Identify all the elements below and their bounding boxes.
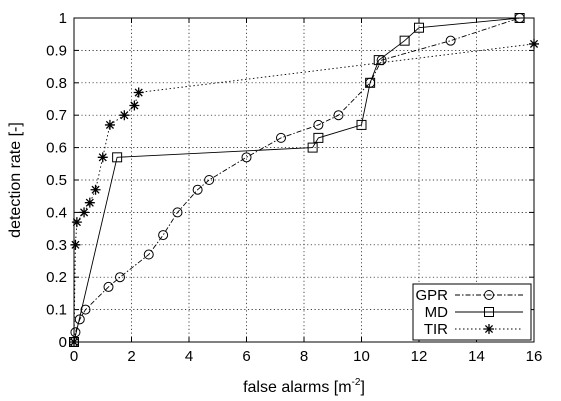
- x-tick-label: 6: [242, 348, 250, 365]
- y-tick-label: 0.6: [46, 140, 67, 157]
- x-tick-label: 4: [185, 348, 193, 365]
- x-tick-label: 14: [468, 348, 485, 365]
- legend-label-gpr: GPR: [415, 287, 448, 304]
- data-point-md: [365, 77, 376, 88]
- data-point-gpr: [192, 184, 203, 195]
- y-tick-label: 0: [59, 334, 67, 351]
- y-tick-label: 0.9: [46, 42, 67, 59]
- x-axis-label-suffix: ]: [360, 379, 364, 396]
- data-point-md: [373, 55, 384, 66]
- legend-label-tir: TIR: [424, 321, 448, 338]
- series-line-gpr: [73, 17, 520, 343]
- data-point-md: [112, 152, 123, 163]
- x-tick-label: 10: [353, 348, 370, 365]
- data-point-md: [399, 35, 410, 46]
- legend-label-md: MD: [425, 304, 448, 321]
- y-tick-label: 0.2: [46, 269, 67, 286]
- data-point-tir: [90, 184, 101, 195]
- data-point-gpr: [80, 304, 91, 315]
- data-point-tir: [84, 197, 95, 208]
- data-point-gpr: [103, 281, 114, 292]
- data-point-tir: [133, 87, 144, 98]
- data-point-tir: [129, 100, 140, 111]
- y-tick-label: 1: [59, 10, 67, 27]
- data-point-md: [313, 132, 324, 143]
- data-point-gpr: [276, 132, 286, 143]
- y-tick-label: 0.3: [46, 237, 67, 254]
- x-axis-label-superscript: -2: [352, 377, 361, 388]
- x-tick-label: 8: [300, 348, 308, 365]
- y-axis-label: detection rate [-]: [7, 122, 24, 238]
- x-axis-label: false alarms [m-2]: [243, 377, 365, 396]
- x-tick-label: 12: [411, 348, 428, 365]
- x-axis-label-main: false alarms [m: [243, 379, 351, 396]
- y-tick-label: 0.4: [46, 204, 67, 221]
- x-tick-label: 16: [526, 348, 543, 365]
- x-tick-label: 0: [70, 348, 78, 365]
- data-point-tir: [97, 152, 108, 163]
- data-point-md: [307, 142, 318, 153]
- legend-marker-gpr: [484, 290, 494, 300]
- y-tick-label: 0.1: [46, 302, 67, 319]
- data-point-gpr: [313, 119, 324, 130]
- data-point-tir: [71, 217, 82, 228]
- data-point-gpr: [143, 249, 154, 260]
- data-point-gpr: [445, 35, 456, 46]
- data-point-gpr: [74, 314, 85, 325]
- data-point-gpr: [115, 272, 125, 283]
- data-point-gpr: [158, 230, 169, 241]
- data-point-gpr: [172, 207, 183, 218]
- series-line-md: [73, 17, 520, 343]
- data-point-tir: [104, 119, 115, 130]
- data-point-gpr: [241, 152, 252, 163]
- data-point-md: [356, 119, 367, 130]
- legend-marker-md: [484, 307, 494, 317]
- axis-ticks: 0 2 4 6 8 10 12 14 16 0 0.1 0.2 0.3 0.4 0.5 0.6 0.7 0.8 0.…: [46, 10, 542, 365]
- legend-marker-tir: [484, 324, 494, 334]
- data-point-tir: [119, 110, 130, 121]
- data-point-tir: [79, 207, 90, 218]
- data-point-gpr: [333, 110, 344, 121]
- series-layer: [69, 13, 539, 347]
- y-tick-label: 0.8: [46, 75, 67, 92]
- data-point-md: [414, 22, 424, 33]
- data-point-gpr: [204, 175, 215, 185]
- x-tick-label: 2: [127, 348, 135, 365]
- y-tick-label: 0.5: [46, 172, 67, 189]
- y-tick-label: 0.7: [46, 107, 67, 124]
